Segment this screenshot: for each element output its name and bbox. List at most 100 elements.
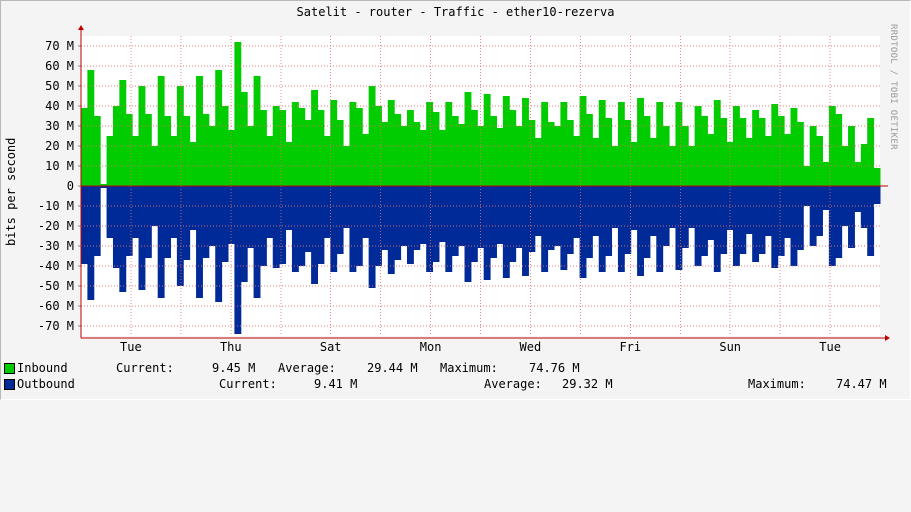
bar-inbound: [426, 102, 434, 186]
x-tick-label: Sat: [320, 340, 342, 354]
bar-outbound: [464, 186, 472, 282]
y-tick-label: -30 M: [38, 239, 74, 253]
bar-outbound: [349, 186, 357, 272]
bar-outbound: [809, 186, 817, 246]
bar-outbound: [317, 186, 325, 264]
legend-inbound-name: Inbound: [17, 361, 68, 375]
bar-inbound: [649, 138, 657, 186]
bar-outbound: [502, 186, 510, 278]
bar-outbound: [701, 186, 708, 256]
bar-inbound: [215, 70, 223, 186]
bar-inbound: [873, 168, 881, 186]
bar-outbound: [272, 186, 280, 268]
bar-outbound: [828, 186, 836, 266]
bar-outbound: [247, 186, 255, 248]
legend-inbound-current-value: 9.45 M: [212, 361, 256, 375]
bar-inbound: [368, 86, 376, 186]
legend-inbound-average-value: 29.44 M: [367, 361, 418, 375]
y-tick-labels: 70 M 60 M 50 M 40 M 30 M 20 M 10 M 0 -10 M -20 M -…: [38, 39, 74, 333]
bar-outbound: [202, 186, 210, 258]
bar-inbound: [189, 142, 197, 186]
bar-inbound: [125, 114, 133, 186]
bar-outbound: [611, 186, 619, 228]
bar-inbound: [151, 146, 159, 186]
bar-inbound: [451, 116, 459, 186]
bar-outbound: [560, 186, 568, 270]
bar-inbound: [208, 126, 216, 186]
bar-inbound: [176, 86, 184, 186]
bar-inbound: [490, 116, 497, 186]
bar-inbound: [701, 116, 708, 186]
bar-inbound: [298, 108, 306, 186]
bar-inbound: [170, 136, 178, 186]
bar-inbound: [796, 122, 804, 186]
bar-inbound: [496, 128, 504, 186]
y-tick-label: -20 M: [38, 219, 74, 233]
y-tick-label: -10 M: [38, 199, 74, 213]
bar-outbound: [796, 186, 804, 250]
bar-inbound: [336, 120, 344, 186]
legend-outbound-maximum-value: 74.47 M: [836, 377, 887, 391]
bar-outbound: [681, 186, 689, 248]
bar-outbound: [183, 186, 191, 260]
x-tick-label: Tue: [819, 340, 841, 354]
axes: [78, 25, 890, 341]
bar-inbound: [253, 76, 261, 186]
bar-outbound: [189, 186, 197, 230]
bar-outbound: [643, 186, 651, 258]
bar-inbound: [119, 80, 127, 186]
legend-outbound-average-value: 29.32 M: [562, 377, 613, 391]
bar-outbound: [164, 186, 171, 258]
bar-outbound: [445, 186, 453, 272]
bar-outbound: [649, 186, 657, 236]
bar-inbound: [681, 126, 689, 186]
y-axis-arrow: [78, 25, 84, 30]
bar-inbound: [726, 142, 734, 186]
bar-inbound: [266, 136, 274, 186]
bar-outbound: [841, 186, 849, 226]
bar-outbound: [426, 186, 434, 272]
bar-outbound: [771, 186, 779, 268]
bar-inbound: [579, 96, 587, 186]
bar-outbound: [304, 186, 312, 252]
bar-outbound: [355, 186, 363, 266]
y-tick-label: -40 M: [38, 259, 74, 273]
bar-outbound: [496, 186, 504, 244]
bar-inbound: [240, 92, 248, 186]
bar-inbound: [387, 100, 395, 186]
bar-inbound: [304, 120, 312, 186]
bar-outbound: [106, 186, 114, 238]
bar-outbound: [873, 186, 881, 204]
bar-inbound: [438, 130, 446, 186]
bar-outbound: [336, 186, 344, 254]
bar-outbound: [362, 186, 370, 238]
bar-outbound: [279, 186, 287, 264]
bar-outbound: [406, 186, 414, 264]
bar-outbound: [669, 186, 676, 228]
bar-outbound: [483, 186, 491, 280]
bar-inbound: [157, 76, 165, 186]
bar-outbound: [132, 186, 140, 238]
bar-inbound: [394, 114, 402, 186]
bar-inbound: [291, 102, 299, 186]
bar-inbound: [822, 162, 830, 186]
bar-inbound: [355, 108, 363, 186]
legend-outbound-average-label: Average:: [484, 377, 542, 391]
bar-inbound: [637, 98, 644, 186]
bar-outbound: [541, 186, 549, 272]
bar-outbound: [867, 186, 875, 256]
bar-inbound: [470, 110, 478, 186]
y-tick-label: 70 M: [45, 39, 74, 53]
bar-outbound: [240, 186, 248, 282]
bar-inbound: [816, 136, 823, 186]
bar-outbound: [470, 186, 478, 262]
bar-outbound: [458, 186, 466, 246]
bar-outbound: [413, 186, 421, 250]
y-tick-label: -50 M: [38, 279, 74, 293]
bar-outbound: [330, 186, 338, 272]
bar-inbound: [854, 162, 862, 186]
legend-outbound-current-value: 9.41 M: [314, 377, 358, 391]
bar-inbound: [764, 136, 772, 186]
bar-outbound: [566, 186, 574, 254]
bar-outbound: [490, 186, 497, 258]
